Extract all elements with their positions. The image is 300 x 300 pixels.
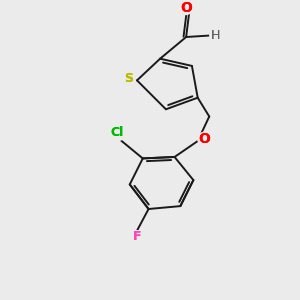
Circle shape — [122, 73, 135, 85]
Text: F: F — [133, 230, 141, 243]
Text: Cl: Cl — [110, 127, 123, 140]
Circle shape — [180, 2, 193, 14]
Text: O: O — [198, 132, 210, 146]
Circle shape — [131, 231, 143, 242]
Circle shape — [210, 30, 221, 41]
Text: H: H — [211, 29, 220, 42]
Text: S: S — [124, 72, 134, 86]
Text: Cl: Cl — [110, 127, 123, 140]
Text: H: H — [211, 29, 220, 42]
Text: O: O — [180, 1, 192, 15]
Text: O: O — [198, 132, 210, 146]
Text: F: F — [133, 230, 141, 243]
Circle shape — [198, 132, 210, 145]
Circle shape — [109, 125, 125, 141]
Text: S: S — [124, 72, 134, 86]
Text: O: O — [180, 1, 192, 15]
